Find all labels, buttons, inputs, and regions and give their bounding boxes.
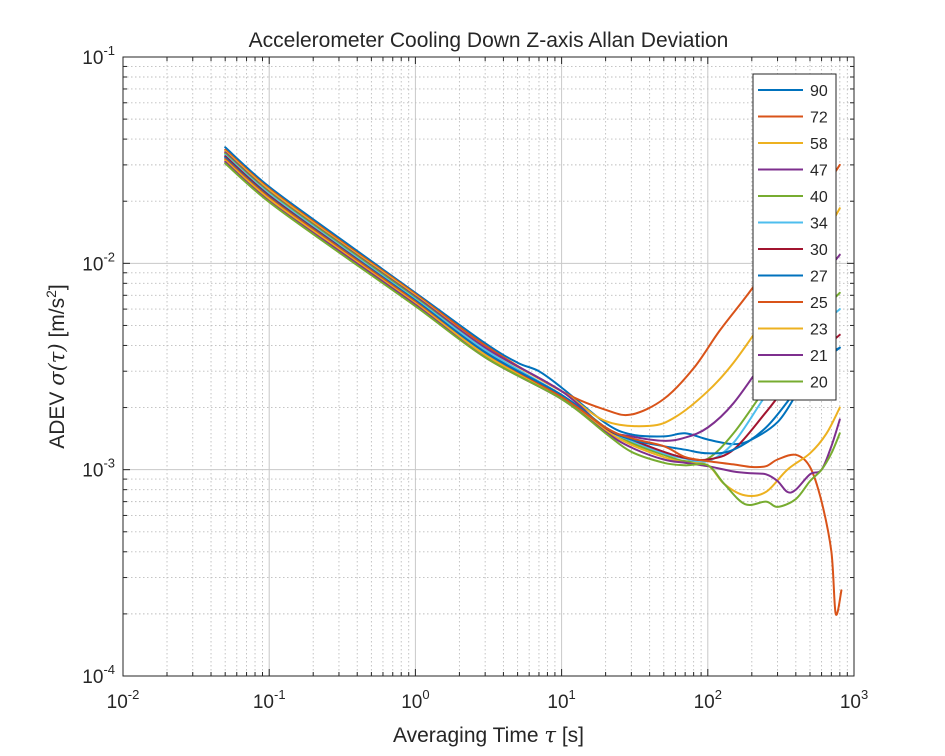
plot-area bbox=[123, 57, 854, 676]
legend-label-23: 23 bbox=[810, 322, 828, 339]
y-tick-label-exp: -4 bbox=[103, 662, 115, 677]
axes-box bbox=[122, 56, 855, 677]
legend-label-90: 90 bbox=[810, 83, 828, 100]
x-tick-label-base: 10 bbox=[253, 692, 274, 713]
x-tick-label-base: 10 bbox=[694, 692, 715, 713]
y-tick-label-base: 10 bbox=[82, 667, 103, 688]
x-tick-label-base: 10 bbox=[840, 692, 861, 713]
x-axis-title-text: Averaging Time bbox=[393, 724, 544, 747]
legend-label-47: 47 bbox=[810, 163, 828, 180]
x-tick-label-exp: 2 bbox=[715, 687, 722, 702]
x-axis-title: Averaging Time τ [s] bbox=[393, 723, 584, 747]
x-tick-label-exp: 1 bbox=[569, 687, 576, 702]
x-tick-label: 10-2 bbox=[107, 687, 140, 713]
y-tick-label-exp: -1 bbox=[103, 43, 115, 58]
y-axis-title-unit-exp: 2 bbox=[43, 290, 59, 298]
x-tick-label-base: 10 bbox=[547, 692, 568, 713]
series-line-20 bbox=[224, 162, 841, 508]
x-tick-label: 101 bbox=[547, 687, 575, 713]
series-line-25 bbox=[224, 158, 843, 616]
legend-label-30: 30 bbox=[810, 242, 828, 259]
legend: 90 72 58 47 40 34 30 27 25 23 21 20 bbox=[752, 73, 837, 401]
legend-label-58: 58 bbox=[810, 136, 828, 153]
x-axis-title-symbol: τ bbox=[544, 723, 556, 747]
series-line-23 bbox=[224, 159, 841, 498]
y-tick-label-exp: -2 bbox=[103, 249, 115, 264]
y-tick-label-base: 10 bbox=[82, 48, 103, 69]
y-axis-title-unit: [m/s bbox=[46, 298, 69, 344]
x-tick-label-base: 10 bbox=[401, 692, 422, 713]
x-tick-label: 10-1 bbox=[253, 687, 286, 713]
y-tick-label: 10-3 bbox=[82, 456, 115, 482]
x-tick-label-exp: 3 bbox=[861, 687, 868, 702]
y-tick-label: 10-1 bbox=[82, 43, 115, 69]
y-axis-title-symbol: σ(τ) bbox=[45, 343, 69, 385]
y-tick-label: 10-4 bbox=[82, 662, 115, 688]
legend-box bbox=[752, 73, 837, 401]
x-tick-label: 100 bbox=[401, 687, 429, 713]
y-axis-title-unit-end: ] bbox=[46, 284, 69, 290]
x-tick-label-base: 10 bbox=[107, 692, 128, 713]
y-tick-label-exp: -3 bbox=[103, 456, 115, 471]
y-axis-title-text: ADEV bbox=[46, 386, 69, 449]
legend-label-34: 34 bbox=[810, 216, 828, 233]
legend-label-21: 21 bbox=[810, 348, 828, 365]
x-tick-label: 103 bbox=[840, 687, 868, 713]
y-tick-label-base: 10 bbox=[82, 254, 103, 275]
chart-title: Accelerometer Cooling Down Z-axis Allan … bbox=[249, 29, 729, 52]
legend-label-25: 25 bbox=[810, 295, 828, 312]
axes bbox=[122, 56, 855, 677]
y-axis-title: ADEV σ(τ) [m/s2] bbox=[43, 284, 69, 449]
legend-label-40: 40 bbox=[810, 189, 828, 206]
x-axis-title-unit: [s] bbox=[556, 724, 584, 747]
y-tick-label-base: 10 bbox=[82, 461, 103, 482]
legend-label-27: 27 bbox=[810, 269, 828, 286]
legend-label-20: 20 bbox=[810, 375, 828, 392]
x-tick-label-exp: -1 bbox=[274, 687, 286, 702]
x-tick-label-exp: -2 bbox=[128, 687, 140, 702]
legend-label-72: 72 bbox=[810, 110, 828, 127]
x-tick-label-exp: 0 bbox=[422, 687, 429, 702]
x-tick-label: 102 bbox=[694, 687, 722, 713]
y-tick-label: 10-2 bbox=[82, 249, 115, 275]
